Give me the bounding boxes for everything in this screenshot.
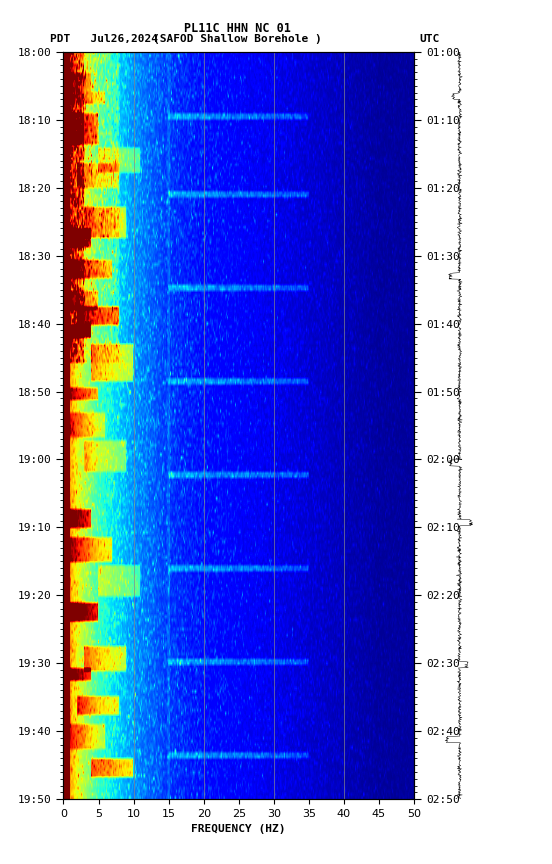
Text: PDT   Jul26,2024: PDT Jul26,2024 [50,34,158,44]
Text: (SAFOD Shallow Borehole ): (SAFOD Shallow Borehole ) [153,34,322,44]
X-axis label: FREQUENCY (HZ): FREQUENCY (HZ) [192,824,286,835]
Text: UTC: UTC [420,34,440,44]
Text: PL11C HHN NC 01: PL11C HHN NC 01 [184,22,291,35]
